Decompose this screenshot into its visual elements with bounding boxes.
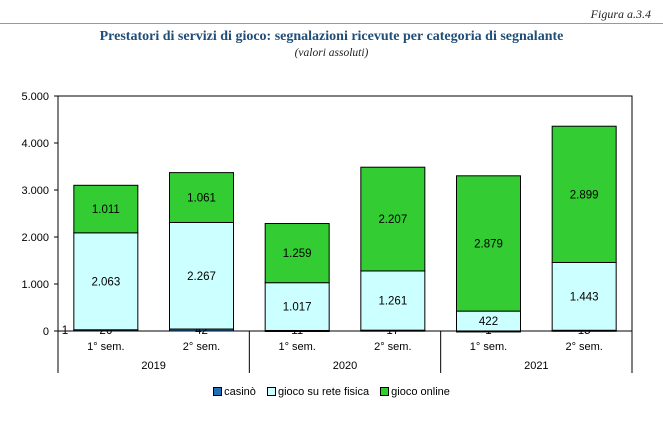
legend-item-rete-fisica: gioco su rete fisica: [266, 386, 370, 398]
x-category-label: 2° sem.: [183, 341, 220, 353]
bar-segment: [169, 172, 234, 223]
y-tick-label: 2.000: [21, 232, 49, 244]
chart-legend: casinò gioco su rete fisica gioco online: [0, 386, 663, 398]
bar-segment: [264, 282, 330, 331]
legend-label-rete-fisica: gioco su rete fisica: [277, 386, 370, 398]
figure-label: Figura a.3.4: [590, 7, 651, 21]
chart-title: Prestatori di servizi di gioco: segnalaz…: [99, 29, 564, 44]
legend-item-casino: casinò: [213, 386, 256, 398]
x-category-label: 1° sem.: [278, 341, 315, 353]
data-label: 1.261: [378, 296, 407, 308]
data-label: 1.011: [92, 204, 120, 216]
stray-data-label: 1: [62, 325, 68, 337]
data-label: 2.267: [187, 271, 216, 283]
data-label: 2.063: [91, 276, 120, 288]
legend-swatch-online: [380, 386, 390, 396]
y-tick-label: 1.000: [21, 279, 49, 291]
x-category-label: 1° sem.: [87, 341, 124, 353]
data-label: 2.879: [474, 238, 503, 250]
data-label: 1.443: [570, 291, 599, 303]
bar-segment: [73, 232, 139, 331]
y-tick-label: 4.000: [21, 138, 49, 150]
data-label: 1.061: [187, 193, 216, 205]
x-category-label: 2° sem.: [565, 341, 602, 353]
bar-segment: [360, 270, 426, 331]
x-category-label: 1° sem.: [470, 341, 507, 353]
bar-segment: [264, 223, 330, 284]
data-label: 422: [479, 316, 498, 328]
legend-swatch-casino: [213, 386, 223, 396]
legend-label-casino: casinò: [224, 386, 256, 398]
group-label: 2021: [524, 360, 548, 372]
group-label: 2020: [333, 360, 357, 372]
data-label: 11: [291, 325, 303, 337]
y-tick-label: 3.000: [21, 185, 49, 197]
data-label: 2.899: [570, 189, 599, 201]
bar-segment: [360, 166, 426, 272]
legend-swatch-rete-fisica: [266, 386, 276, 396]
x-category-label: 2° sem.: [374, 341, 411, 353]
data-label: 1.017: [283, 302, 312, 314]
legend-item-online: gioco online: [380, 386, 450, 398]
data-label: 1.259: [283, 248, 312, 260]
stacked-bar-chart: 01.0002.0003.0004.0005.000262.0631.0111°…: [21, 91, 633, 373]
bar-segment: [456, 175, 521, 312]
group-label: 2019: [141, 360, 165, 372]
title-rule: [0, 23, 663, 24]
chart-subtitle: (valori assoluti): [294, 47, 369, 59]
bar-segment: [551, 125, 617, 263]
legend-label-online: gioco online: [391, 386, 450, 398]
y-tick-label: 0: [43, 326, 49, 338]
y-tick-label: 5.000: [21, 91, 49, 103]
data-label: 2.207: [378, 214, 407, 226]
plot-area: [57, 95, 633, 332]
bar-segment: [73, 184, 139, 234]
